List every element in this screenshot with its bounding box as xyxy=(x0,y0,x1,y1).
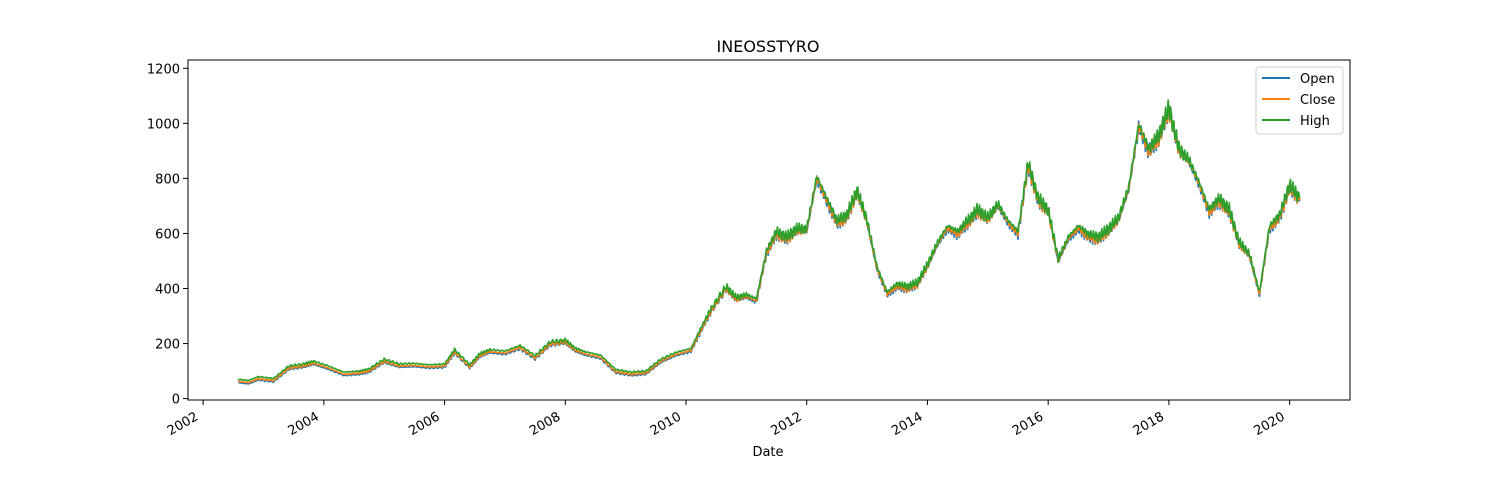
x-tick-label-2004: 2004 xyxy=(286,409,322,439)
chart-title: INEOSSTYRO xyxy=(717,37,820,56)
y-axis-ticks: 0 200 400 600 800 1000 1200 xyxy=(147,62,188,408)
x-tick-label-2002: 2002 xyxy=(165,409,201,439)
y-tick-label-0: 0 xyxy=(172,393,180,408)
x-axis-label: Date xyxy=(752,445,783,460)
x-tick-label-2010: 2010 xyxy=(648,409,684,439)
y-tick-label-1200: 1200 xyxy=(147,62,180,77)
x-tick-label-2016: 2016 xyxy=(1010,409,1046,439)
x-tick-label-2020: 2020 xyxy=(1251,409,1287,439)
legend-label-close: Close xyxy=(1300,93,1335,108)
plot-lines xyxy=(237,99,1301,385)
x-tick-label-2008: 2008 xyxy=(527,409,563,439)
y-tick-label-800: 800 xyxy=(155,172,180,187)
legend-label-open: Open xyxy=(1300,72,1335,87)
series-line-high xyxy=(237,99,1301,382)
plot-frame xyxy=(187,59,1351,401)
x-tick-label-2012: 2012 xyxy=(769,409,805,439)
x-tick-label-2006: 2006 xyxy=(406,409,442,439)
legend-box xyxy=(1255,66,1344,135)
x-axis-ticks: 2002 2004 2006 2008 2010 2012 2014 2016 2018 2020 xyxy=(165,400,1291,439)
y-tick-label-400: 400 xyxy=(155,283,180,298)
y-tick-label-1000: 1000 xyxy=(147,117,180,132)
y-tick-label-600: 600 xyxy=(155,227,180,242)
x-tick-label-2018: 2018 xyxy=(1131,409,1167,439)
legend: Open Close High xyxy=(1255,66,1344,135)
legend-label-high: High xyxy=(1300,114,1330,129)
x-tick-label-2014: 2014 xyxy=(889,409,925,439)
y-tick-label-200: 200 xyxy=(155,338,180,353)
